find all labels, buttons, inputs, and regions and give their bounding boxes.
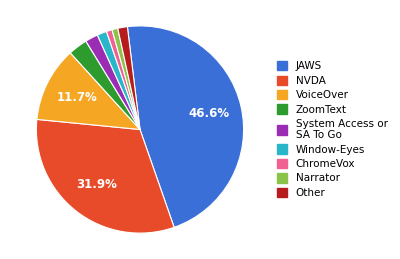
Wedge shape xyxy=(118,27,140,130)
Legend: JAWS, NVDA, VoiceOver, ZoomText, System Access or
SA To Go, Window-Eyes, ChromeV: JAWS, NVDA, VoiceOver, ZoomText, System … xyxy=(275,59,390,200)
Wedge shape xyxy=(70,41,140,130)
Wedge shape xyxy=(36,119,174,233)
Wedge shape xyxy=(106,30,140,130)
Text: 31.9%: 31.9% xyxy=(76,178,117,191)
Text: 46.6%: 46.6% xyxy=(188,107,229,120)
Wedge shape xyxy=(98,32,140,130)
Wedge shape xyxy=(127,26,244,227)
Wedge shape xyxy=(86,35,140,130)
Wedge shape xyxy=(112,28,140,130)
Wedge shape xyxy=(37,53,140,130)
Text: 11.7%: 11.7% xyxy=(57,91,98,104)
